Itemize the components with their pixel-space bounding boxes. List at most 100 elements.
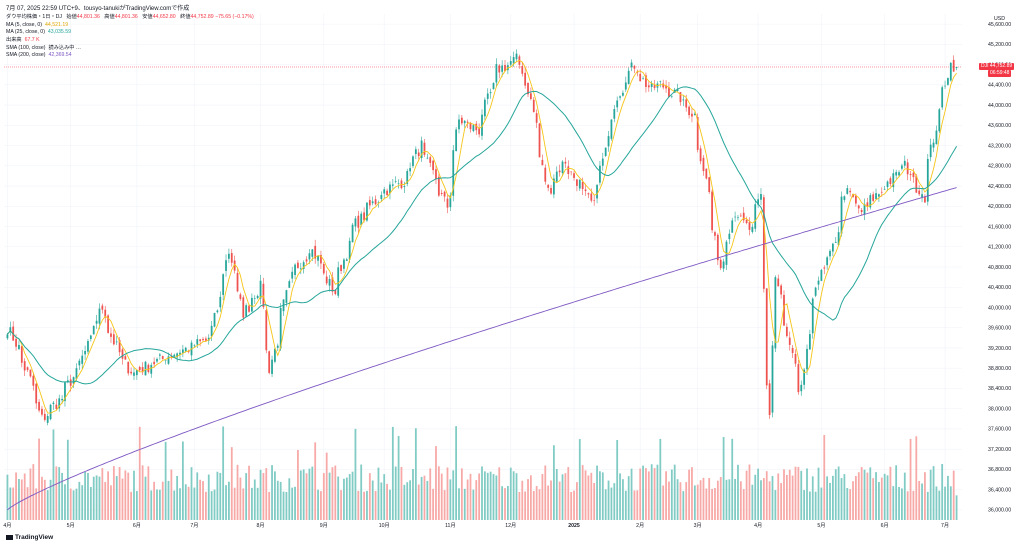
time-axis[interactable]: 4月 5月 6月 7月 8月 9月 10月 11月 12月 2025 2月 3月 4月 5月 6月 7月 — [3, 522, 949, 529]
candle-body — [817, 280, 820, 285]
candle-body — [222, 274, 225, 295]
candle-body — [754, 204, 757, 229]
candle-body — [892, 173, 895, 188]
volume-bar — [645, 468, 647, 520]
legend-ma5-row[interactable]: MA (5, close, 0) 44,521.19 — [6, 22, 254, 30]
volume-bar — [912, 490, 915, 520]
candle-body — [334, 289, 337, 294]
y-tick-label: 36,400.00 — [988, 487, 1011, 493]
volume-bar — [38, 438, 40, 520]
volume-bar — [429, 468, 432, 520]
volume-bar — [725, 479, 728, 520]
volume-bar — [72, 490, 75, 520]
volume-bar — [460, 468, 463, 520]
volume-bar — [768, 481, 771, 520]
candle-body — [751, 226, 754, 233]
candle-body — [765, 288, 768, 386]
volume-bar — [656, 464, 659, 520]
candle-body — [558, 170, 561, 173]
candle-body — [852, 194, 854, 197]
volume-bar — [918, 480, 921, 520]
volume-bar — [348, 474, 351, 520]
volume-bar — [167, 480, 170, 520]
legend-ma25-row[interactable]: MA (25, close, 0) 43,035.59 — [6, 29, 254, 37]
volume-bar — [538, 489, 541, 520]
candle-body — [164, 360, 167, 362]
candle-body — [199, 339, 202, 342]
candle-body — [317, 256, 319, 261]
volume-bar — [604, 489, 607, 520]
volume-bar — [929, 469, 932, 520]
volume-bar — [193, 487, 196, 520]
volume-bar — [872, 478, 875, 520]
ma5-line — [7, 59, 957, 414]
candle-body — [210, 325, 213, 337]
volume-bar — [95, 475, 98, 520]
volume-bar — [814, 491, 817, 520]
volume-bar — [762, 478, 765, 520]
volume-bar — [110, 485, 112, 520]
volume-bar — [133, 470, 135, 520]
volume-bar — [440, 473, 443, 520]
candle-body — [846, 188, 849, 194]
volume-bar — [55, 466, 58, 520]
volume-bar — [6, 474, 9, 520]
price-axis[interactable]: 36,000.00 36,400.00 36,800.00 37,200.00 37,6… — [988, 16, 1011, 514]
candle-body — [869, 195, 872, 208]
legend-symbol-row[interactable]: ダウ平均株価・1日・DJ 始値44,801.36 高値44,801.36 安値4… — [6, 14, 254, 22]
candle-body — [728, 233, 731, 240]
candle-body — [863, 204, 866, 215]
candle-body — [449, 195, 452, 208]
volume-bar — [127, 472, 130, 520]
candle-body — [308, 253, 311, 260]
volume-bar — [737, 464, 739, 520]
volume-bar — [846, 487, 849, 520]
candle-body — [785, 326, 788, 337]
candle-body — [719, 259, 722, 269]
candle-body — [363, 212, 365, 221]
volume-bar — [837, 466, 840, 520]
candle-body — [236, 272, 239, 292]
volume-bar — [409, 480, 411, 520]
y-tick-label: 40,800.00 — [988, 265, 1011, 271]
volume-bar — [308, 468, 311, 520]
volume-bar — [840, 478, 843, 520]
volume-bar — [633, 490, 636, 520]
volume-bar — [521, 480, 524, 520]
candle-body — [305, 259, 308, 262]
candle-body — [483, 99, 486, 117]
volume-bar — [288, 478, 291, 520]
candle-body — [837, 232, 840, 246]
candle-body — [604, 147, 607, 156]
candle-body — [348, 240, 351, 260]
volume-bar — [371, 480, 374, 520]
candle-body — [699, 148, 702, 162]
candle-body — [455, 129, 458, 151]
volume-bar — [291, 487, 294, 520]
volume-bar — [855, 476, 857, 520]
candle-body — [820, 269, 823, 281]
x-tick-label: 8月 — [256, 522, 264, 529]
legend-sma100-row[interactable]: SMA (100, close) 読み込み中 … — [6, 45, 254, 53]
legend-sma200-row[interactable]: SMA (200, close) 42,369.54 — [6, 52, 254, 60]
volume-bar — [716, 480, 719, 520]
volume-bar — [665, 471, 667, 520]
volume-bar — [780, 483, 783, 520]
candle-body — [299, 268, 302, 270]
candle-body — [777, 278, 780, 287]
candle-body — [251, 297, 253, 312]
candle-body — [734, 216, 736, 218]
volume-bar — [921, 483, 923, 520]
volume-bar — [213, 489, 216, 520]
candle-body — [849, 190, 852, 193]
candle-body — [112, 334, 115, 345]
volume-bar — [75, 488, 78, 520]
candle-body — [32, 375, 35, 386]
candle-body — [722, 261, 725, 269]
volume-bar — [791, 475, 794, 520]
legend-volume-row[interactable]: 出来高 67.7 K — [6, 37, 254, 45]
y-tick-label: 42,000.00 — [988, 204, 1011, 210]
candle-body — [458, 119, 460, 130]
candle-body — [141, 367, 144, 373]
